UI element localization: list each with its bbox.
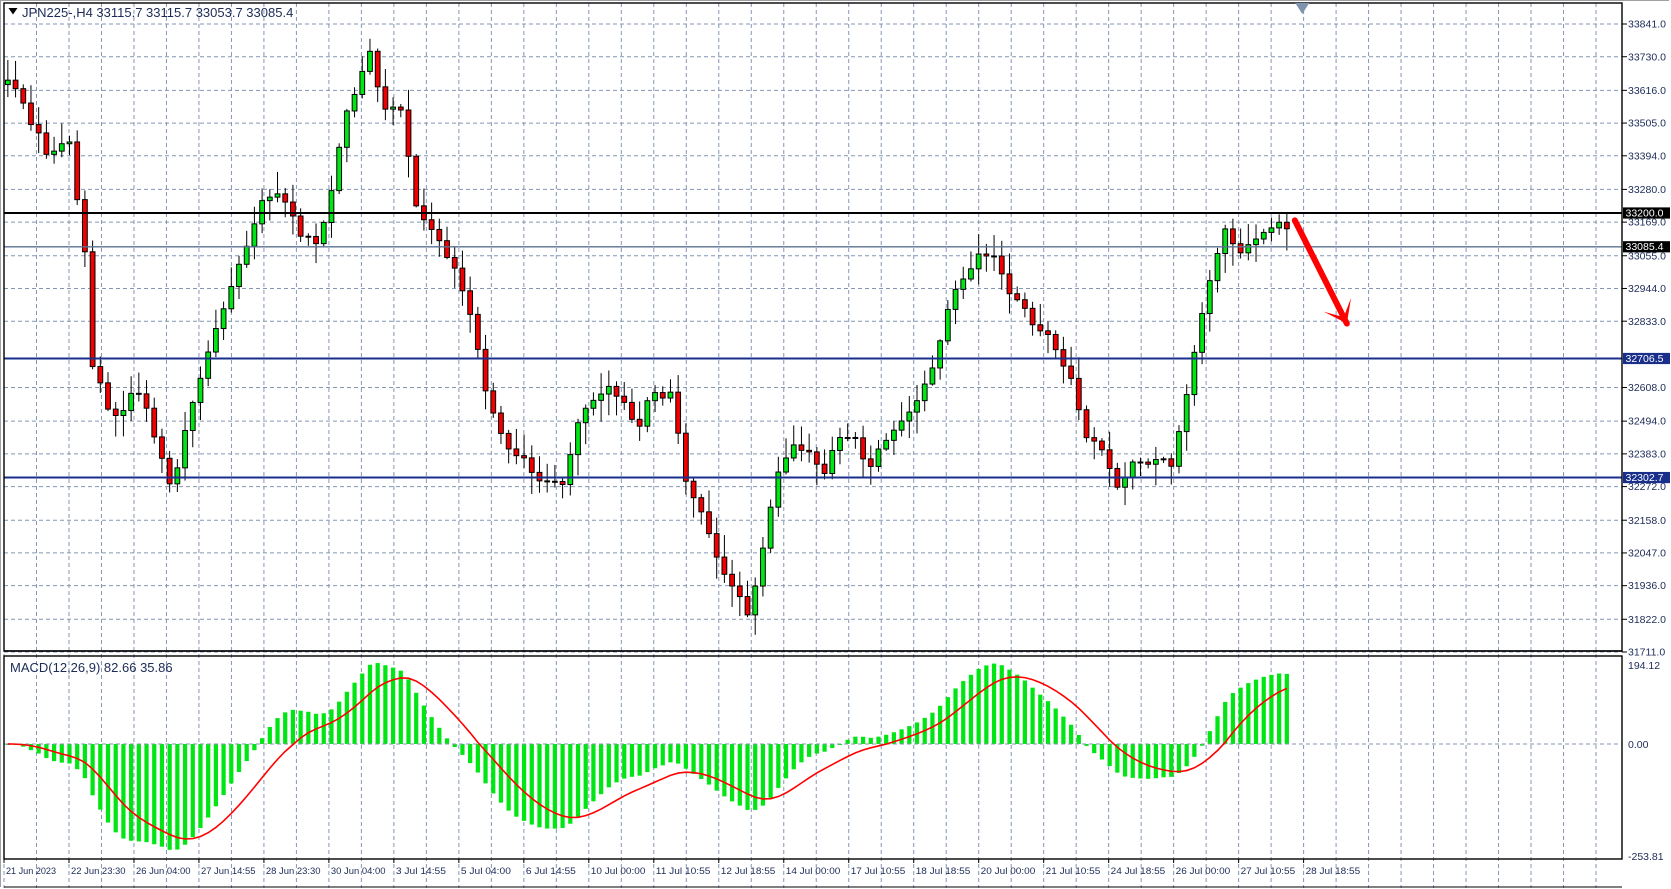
svg-text:32158.0: 32158.0 [1628,515,1666,527]
svg-text:27 Jul 10:55: 27 Jul 10:55 [1241,866,1296,877]
svg-text:32302.7: 32302.7 [1626,472,1664,484]
svg-text:24 Jul 18:55: 24 Jul 18:55 [1111,866,1166,877]
svg-text:18 Jul 18:55: 18 Jul 18:55 [916,866,971,877]
svg-text:31936.0: 31936.0 [1628,580,1666,592]
svg-text:33085.4: 33085.4 [1626,241,1664,253]
svg-text:33730.0: 33730.0 [1628,51,1666,63]
svg-text:-253.81: -253.81 [1628,851,1664,863]
svg-text:33841.0: 33841.0 [1628,19,1666,31]
svg-text:26 Jul 00:00: 26 Jul 00:00 [1176,866,1231,877]
svg-text:21 Jun 2023: 21 Jun 2023 [6,866,56,877]
svg-text:32383.0: 32383.0 [1628,448,1666,460]
svg-text:3 Jul 14:55: 3 Jul 14:55 [396,866,446,877]
svg-text:12 Jul 18:55: 12 Jul 18:55 [721,866,776,877]
svg-text:JPN225-,H4 33115.7 33115.7 33: JPN225-,H4 33115.7 33115.7 33053.7 33085… [22,5,293,20]
svg-text:14 Jul 00:00: 14 Jul 00:00 [786,866,841,877]
svg-text:0.00: 0.00 [1628,739,1649,751]
svg-text:26 Jun 04:00: 26 Jun 04:00 [136,866,191,877]
svg-text:10 Jul 00:00: 10 Jul 00:00 [591,866,646,877]
svg-text:32494.0: 32494.0 [1628,416,1666,428]
svg-text:6 Jul 14:55: 6 Jul 14:55 [526,866,576,877]
svg-text:22 Jun 23:30: 22 Jun 23:30 [71,866,126,877]
svg-text:33505.0: 33505.0 [1628,118,1666,130]
svg-text:11 Jul 10:55: 11 Jul 10:55 [656,866,711,877]
svg-text:28 Jul 18:55: 28 Jul 18:55 [1306,866,1361,877]
svg-text:31711.0: 31711.0 [1628,647,1665,659]
svg-text:30 Jun 04:00: 30 Jun 04:00 [331,866,386,877]
svg-text:27 Jun 14:55: 27 Jun 14:55 [201,866,256,877]
svg-text:31822.0: 31822.0 [1628,614,1666,626]
svg-text:33616.0: 33616.0 [1628,85,1666,97]
svg-text:32944.0: 32944.0 [1628,283,1666,295]
svg-text:32047.0: 32047.0 [1628,548,1666,560]
svg-text:194.12: 194.12 [1628,660,1660,672]
svg-text:32608.0: 32608.0 [1628,382,1666,394]
svg-text:17 Jul 10:55: 17 Jul 10:55 [851,866,906,877]
svg-text:32833.0: 32833.0 [1628,316,1666,328]
svg-text:5 Jul 04:00: 5 Jul 04:00 [461,866,511,877]
svg-text:28 Jun 23:30: 28 Jun 23:30 [266,866,321,877]
svg-text:21 Jul 10:55: 21 Jul 10:55 [1046,866,1101,877]
svg-text:33394.0: 33394.0 [1628,150,1666,162]
svg-text:32706.5: 32706.5 [1626,353,1664,365]
svg-text:20 Jul 00:00: 20 Jul 00:00 [981,866,1036,877]
svg-text:33280.0: 33280.0 [1628,184,1666,196]
svg-text:33200.0: 33200.0 [1626,207,1664,219]
svg-text:MACD(12,26,9) 82.66 35.86: MACD(12,26,9) 82.66 35.86 [10,660,173,675]
